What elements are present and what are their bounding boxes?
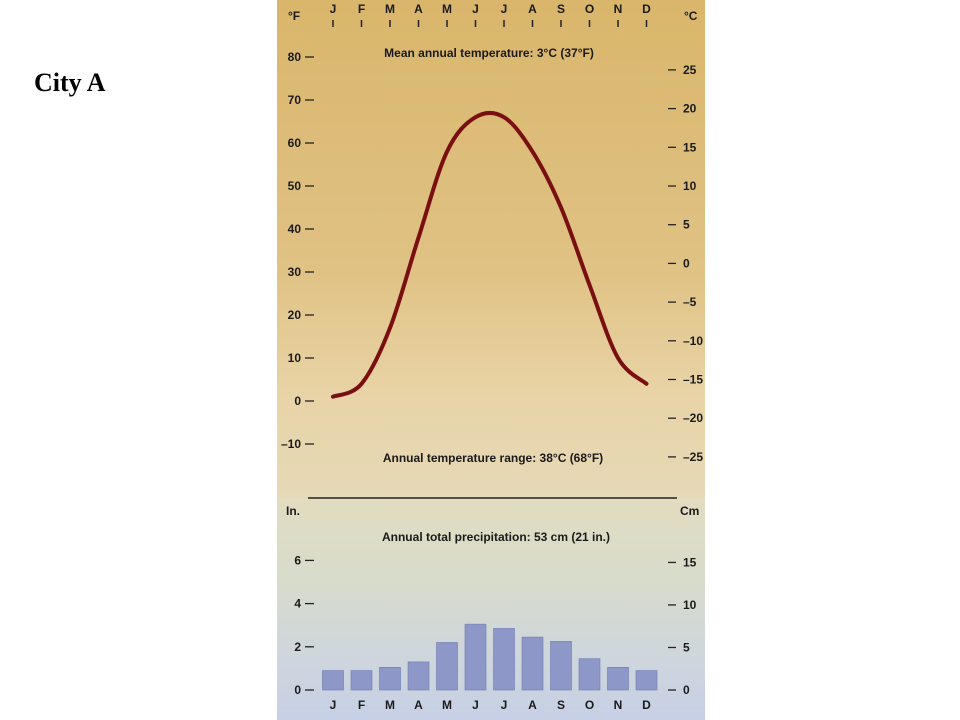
unit-fahrenheit-label: °F xyxy=(288,9,300,23)
precipitation-bar xyxy=(521,636,544,691)
cm-axis: 15 10 5 0 xyxy=(668,555,697,697)
celsius-tick-label: –25 xyxy=(683,450,703,464)
precipitation-bar xyxy=(407,661,430,691)
celsius-tick-label: 15 xyxy=(683,140,697,154)
inches-tick-label: 6 xyxy=(294,553,301,567)
cm-tick-label: 10 xyxy=(683,598,697,612)
celsius-tick-label: 10 xyxy=(683,179,697,193)
celsius-tick-label: 5 xyxy=(683,218,690,232)
precipitation-bar xyxy=(379,667,401,691)
mean-annual-temperature-note: Mean annual temperature: 3°C (37°F) xyxy=(384,46,594,60)
precipitation-bar xyxy=(493,628,515,691)
month-label-bottom: A xyxy=(414,698,423,712)
annual-temperature-range-note: Annual temperature range: 38°C (68°F) xyxy=(383,451,603,465)
month-label-top: S xyxy=(557,2,565,16)
chart-panel xyxy=(277,0,705,720)
unit-celsius-label: °C xyxy=(684,9,698,23)
celsius-tick-label: –10 xyxy=(683,334,703,348)
fahrenheit-tick-label: 70 xyxy=(288,93,302,107)
month-label-bottom: F xyxy=(358,698,365,712)
month-label-bottom: J xyxy=(472,698,479,712)
month-label-top: N xyxy=(614,2,623,16)
month-label-top: J xyxy=(501,2,508,16)
month-label-bottom: A xyxy=(528,698,537,712)
inches-tick-label: 2 xyxy=(294,640,301,654)
month-label-bottom: J xyxy=(330,698,337,712)
unit-cm-label: Cm xyxy=(680,504,699,518)
fahrenheit-axis: 80 70 60 50 40 30 20 10 0 –10 xyxy=(281,50,314,451)
precipitation-bar xyxy=(607,667,629,691)
celsius-axis: 25 20 15 10 5 0 –5 –10 –15 –20 –25 xyxy=(668,63,703,464)
precipitation-bar xyxy=(322,670,344,691)
month-label-bottom: N xyxy=(614,698,623,712)
inches-axis: 6 4 2 0 xyxy=(294,553,314,697)
fahrenheit-tick-label: 60 xyxy=(288,136,302,150)
fahrenheit-tick-label: 30 xyxy=(288,265,302,279)
month-label-top: A xyxy=(528,2,537,16)
precipitation-bar xyxy=(464,623,487,691)
month-label-top: F xyxy=(358,2,365,16)
annual-precipitation-note: Annual total precipitation: 53 cm (21 in… xyxy=(382,530,610,544)
fahrenheit-tick-label: –10 xyxy=(281,437,301,451)
fahrenheit-tick-label: 10 xyxy=(288,351,302,365)
unit-inches-label: In. xyxy=(286,504,300,518)
precipitation-bar xyxy=(436,642,458,691)
precipitation-bar xyxy=(550,641,572,691)
celsius-tick-label: 25 xyxy=(683,63,697,77)
month-label-top: A xyxy=(414,2,423,16)
month-label-top: M xyxy=(385,2,395,16)
city-label: City A xyxy=(34,68,106,97)
month-label-top: J xyxy=(330,2,337,16)
month-label-top: O xyxy=(585,2,594,16)
precipitation-bar xyxy=(350,670,373,691)
cm-tick-label: 15 xyxy=(683,555,697,569)
celsius-tick-label: –20 xyxy=(683,411,703,425)
precipitation-bars xyxy=(322,623,658,691)
month-label-bottom: M xyxy=(385,698,395,712)
precipitation-bar xyxy=(635,670,658,691)
precipitation-bar xyxy=(578,658,601,691)
month-label-bottom: S xyxy=(557,698,565,712)
cm-tick-label: 5 xyxy=(683,640,690,654)
month-label-top: M xyxy=(442,2,452,16)
fahrenheit-tick-label: 0 xyxy=(294,394,301,408)
month-label-top: J xyxy=(472,2,479,16)
cm-tick-label: 0 xyxy=(683,683,690,697)
month-label-bottom: J xyxy=(501,698,508,712)
month-label-bottom: O xyxy=(585,698,594,712)
temperature-line xyxy=(331,110,649,399)
inches-tick-label: 0 xyxy=(294,683,301,697)
month-label-bottom: D xyxy=(642,698,651,712)
fahrenheit-tick-label: 80 xyxy=(288,50,302,64)
celsius-tick-label: –15 xyxy=(683,373,703,387)
celsius-tick-label: –5 xyxy=(683,295,697,309)
inches-tick-label: 4 xyxy=(294,597,301,611)
month-label-bottom: M xyxy=(442,698,452,712)
celsius-tick-label: 0 xyxy=(683,256,690,270)
fahrenheit-tick-label: 40 xyxy=(288,222,302,236)
fahrenheit-tick-label: 50 xyxy=(288,179,302,193)
fahrenheit-tick-label: 20 xyxy=(288,308,302,322)
month-label-top: D xyxy=(642,2,651,16)
celsius-tick-label: 20 xyxy=(683,102,697,116)
precipitation-panel-background xyxy=(277,498,705,720)
temperature-panel-background xyxy=(277,0,705,498)
